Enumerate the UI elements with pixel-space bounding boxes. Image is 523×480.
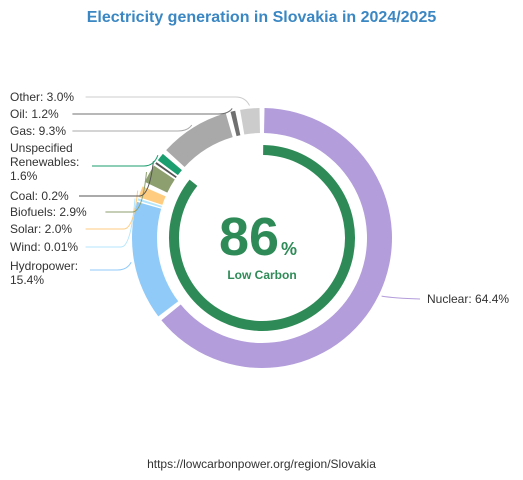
slice-solar (138, 186, 166, 205)
center-value: 86% (219, 207, 297, 267)
leader-line-nuclear (381, 295, 421, 300)
slice-unspecified-renewables (157, 153, 182, 176)
center-value-unit: % (281, 239, 297, 259)
slice-oil (230, 110, 241, 137)
leader-lines-layer (72, 96, 421, 300)
slice-label-wind: Wind: 0.01% (10, 240, 78, 254)
slice-label-biofuels: Biofuels: 2.9% (10, 205, 87, 219)
slice-other (240, 108, 260, 135)
source-url: https://lowcarbonpower.org/region/Slovak… (147, 457, 376, 471)
leader-line-biofuels (105, 172, 147, 213)
slice-biofuels (144, 165, 175, 193)
slice-label-nuclear: Nuclear: 64.4% (427, 292, 509, 306)
slice-label-other: Other: 3.0% (10, 90, 74, 104)
leader-line-coal (79, 161, 154, 197)
leader-line-oil (72, 108, 233, 115)
slice-label-hydropower: Hydropower: 15.4% (10, 259, 78, 287)
leader-line-gas (72, 124, 193, 132)
slice-wind (137, 198, 162, 208)
leader-line-hydropower (90, 261, 132, 271)
slice-hydropower (131, 201, 179, 317)
center-caption: Low Carbon (227, 268, 296, 282)
low-carbon-ring (169, 145, 355, 331)
slice-labels-layer: Nuclear: 64.4% Hydropower: 15.4% Wind: 0.01… (10, 90, 509, 306)
chart-title: Electricity generation in Slovakia in 20… (86, 9, 437, 26)
low-carbon-ring-arc (169, 145, 355, 331)
slice-label-gas: Gas: 9.3% (10, 124, 66, 138)
center-value-number: 86 (219, 207, 279, 267)
leader-line-other (85, 96, 250, 106)
slice-gas (166, 113, 233, 168)
leader-line-solar (85, 190, 139, 230)
leader-line-wind (85, 198, 136, 248)
leader-line-unspecified-renewables (92, 155, 159, 167)
slice-label-unspecified-renewables: Unspecified Renewables: 1.6% (10, 141, 79, 183)
slice-nuclear (161, 108, 393, 368)
slice-coal (155, 162, 177, 179)
slices-layer (131, 108, 393, 368)
slice-label-oil: Oil: 1.2% (10, 107, 59, 121)
slice-label-solar: Solar: 2.0% (10, 222, 72, 236)
slice-label-coal: Coal: 0.2% (10, 189, 69, 203)
